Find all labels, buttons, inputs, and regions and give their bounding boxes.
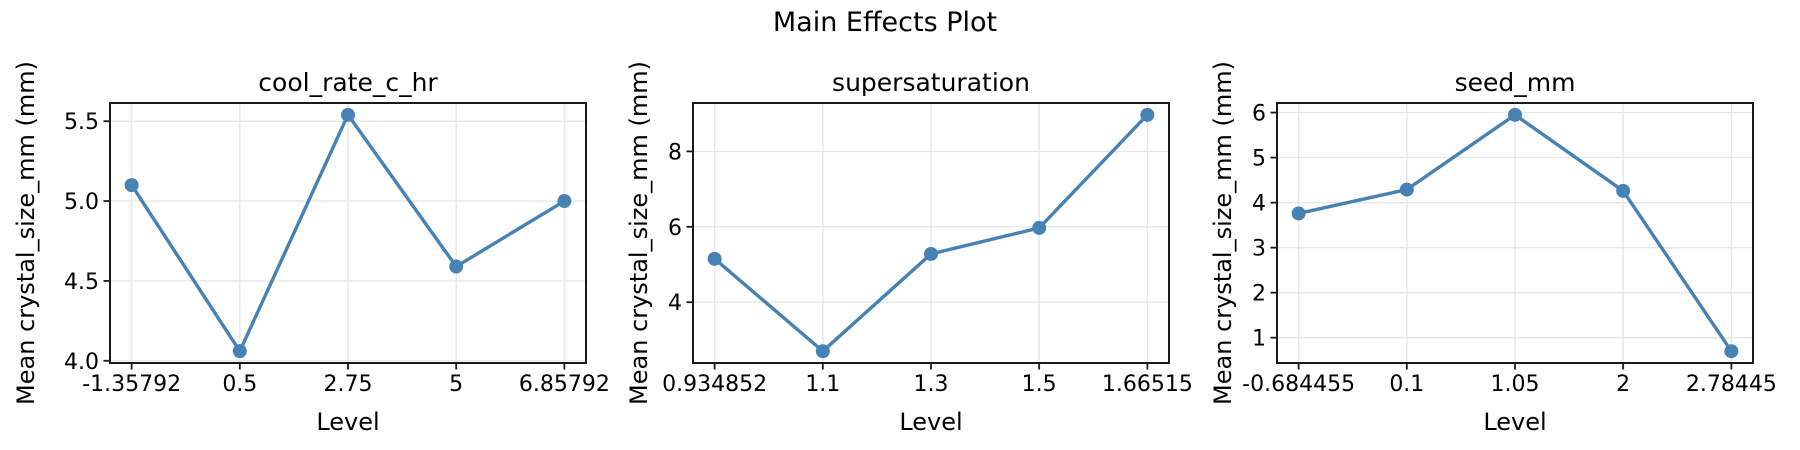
x-tick-label: 2.78445 bbox=[1686, 372, 1777, 397]
data-point-marker bbox=[815, 344, 830, 359]
y-tick-label: 2 bbox=[1252, 282, 1266, 307]
data-point-marker bbox=[924, 246, 938, 261]
x-tick-label: 0.5 bbox=[222, 372, 257, 397]
y-tick-label: 3 bbox=[1252, 237, 1266, 262]
axes-frame bbox=[692, 102, 1170, 364]
y-tick-label: 6 bbox=[668, 216, 682, 241]
y-tick-label: 8 bbox=[668, 140, 682, 165]
data-point-marker bbox=[1399, 182, 1414, 197]
data-point-marker bbox=[707, 251, 722, 266]
x-axis-label: Level bbox=[1483, 408, 1546, 436]
subplot-supersaturation: 0.934852 1.1 1.3 1.5 1.66515 4 6 8 supersaturati… bbox=[625, 61, 1193, 436]
subplot-cool_rate_c_hr: -1.35792 0.5 2.75 5 6.85792 4.0 4.5 5.0 5.5 cool_… bbox=[12, 61, 610, 436]
y-tick-label: 5.0 bbox=[64, 190, 99, 215]
y-tick-label: 4 bbox=[668, 291, 682, 316]
y-tick-label: 4.0 bbox=[64, 350, 99, 375]
x-tick-label: 1.05 bbox=[1491, 372, 1540, 397]
subplot-title: cool_rate_c_hr bbox=[258, 68, 438, 97]
y-axis-label: Mean crystal_size_mm (mm) bbox=[625, 61, 653, 405]
data-point-marker bbox=[1140, 107, 1155, 122]
x-tick-label: 1.66515 bbox=[1102, 372, 1193, 397]
figure-suptitle: Main Effects Plot bbox=[773, 7, 997, 38]
data-point-marker bbox=[124, 178, 139, 193]
data-point-marker bbox=[557, 194, 572, 209]
x-axis-label: Level bbox=[316, 408, 379, 436]
axes-frame bbox=[1276, 102, 1754, 364]
x-tick-label: 1.3 bbox=[914, 372, 949, 397]
y-tick-label: 5 bbox=[1252, 147, 1266, 172]
data-point-marker bbox=[1032, 220, 1047, 235]
x-tick-label: 1.1 bbox=[805, 372, 840, 397]
data-point-marker bbox=[232, 344, 247, 359]
data-point-marker bbox=[1616, 183, 1631, 198]
x-tick-label: 6.85792 bbox=[519, 372, 610, 397]
x-tick-label: 1.5 bbox=[1022, 372, 1057, 397]
x-tick-label: -0.684455 bbox=[1242, 372, 1355, 397]
data-point-marker bbox=[341, 107, 355, 122]
data-point-marker bbox=[1508, 107, 1522, 122]
x-tick-label: 0.1 bbox=[1389, 372, 1424, 397]
x-tick-label: 2.75 bbox=[324, 372, 373, 397]
y-tick-label: 4 bbox=[1252, 192, 1266, 217]
x-tick-label: 2 bbox=[1616, 372, 1630, 397]
y-tick-label: 1 bbox=[1252, 327, 1266, 352]
data-point-marker bbox=[1291, 206, 1306, 221]
data-point-marker bbox=[1724, 344, 1739, 359]
axes-frame bbox=[109, 102, 587, 364]
subplot-title: seed_mm bbox=[1455, 68, 1576, 97]
data-point-marker bbox=[449, 259, 464, 274]
y-tick-label: 5.5 bbox=[64, 110, 99, 135]
y-axis-label: Mean crystal_size_mm (mm) bbox=[1209, 61, 1237, 405]
y-axis-label: Mean crystal_size_mm (mm) bbox=[12, 61, 40, 405]
x-axis-label: Level bbox=[899, 408, 962, 436]
y-tick-label: 6 bbox=[1252, 102, 1266, 127]
subplot-title: supersaturation bbox=[832, 68, 1030, 97]
x-tick-label: 5 bbox=[449, 372, 463, 397]
y-tick-label: 4.5 bbox=[64, 270, 99, 295]
subplot-seed_mm: -0.684455 0.1 1.05 2 2.78445 1 2 3 4 5 6 seed_mm Lev… bbox=[1209, 61, 1777, 436]
x-tick-label: 0.934852 bbox=[662, 372, 767, 397]
x-tick-label: -1.35792 bbox=[82, 372, 181, 397]
